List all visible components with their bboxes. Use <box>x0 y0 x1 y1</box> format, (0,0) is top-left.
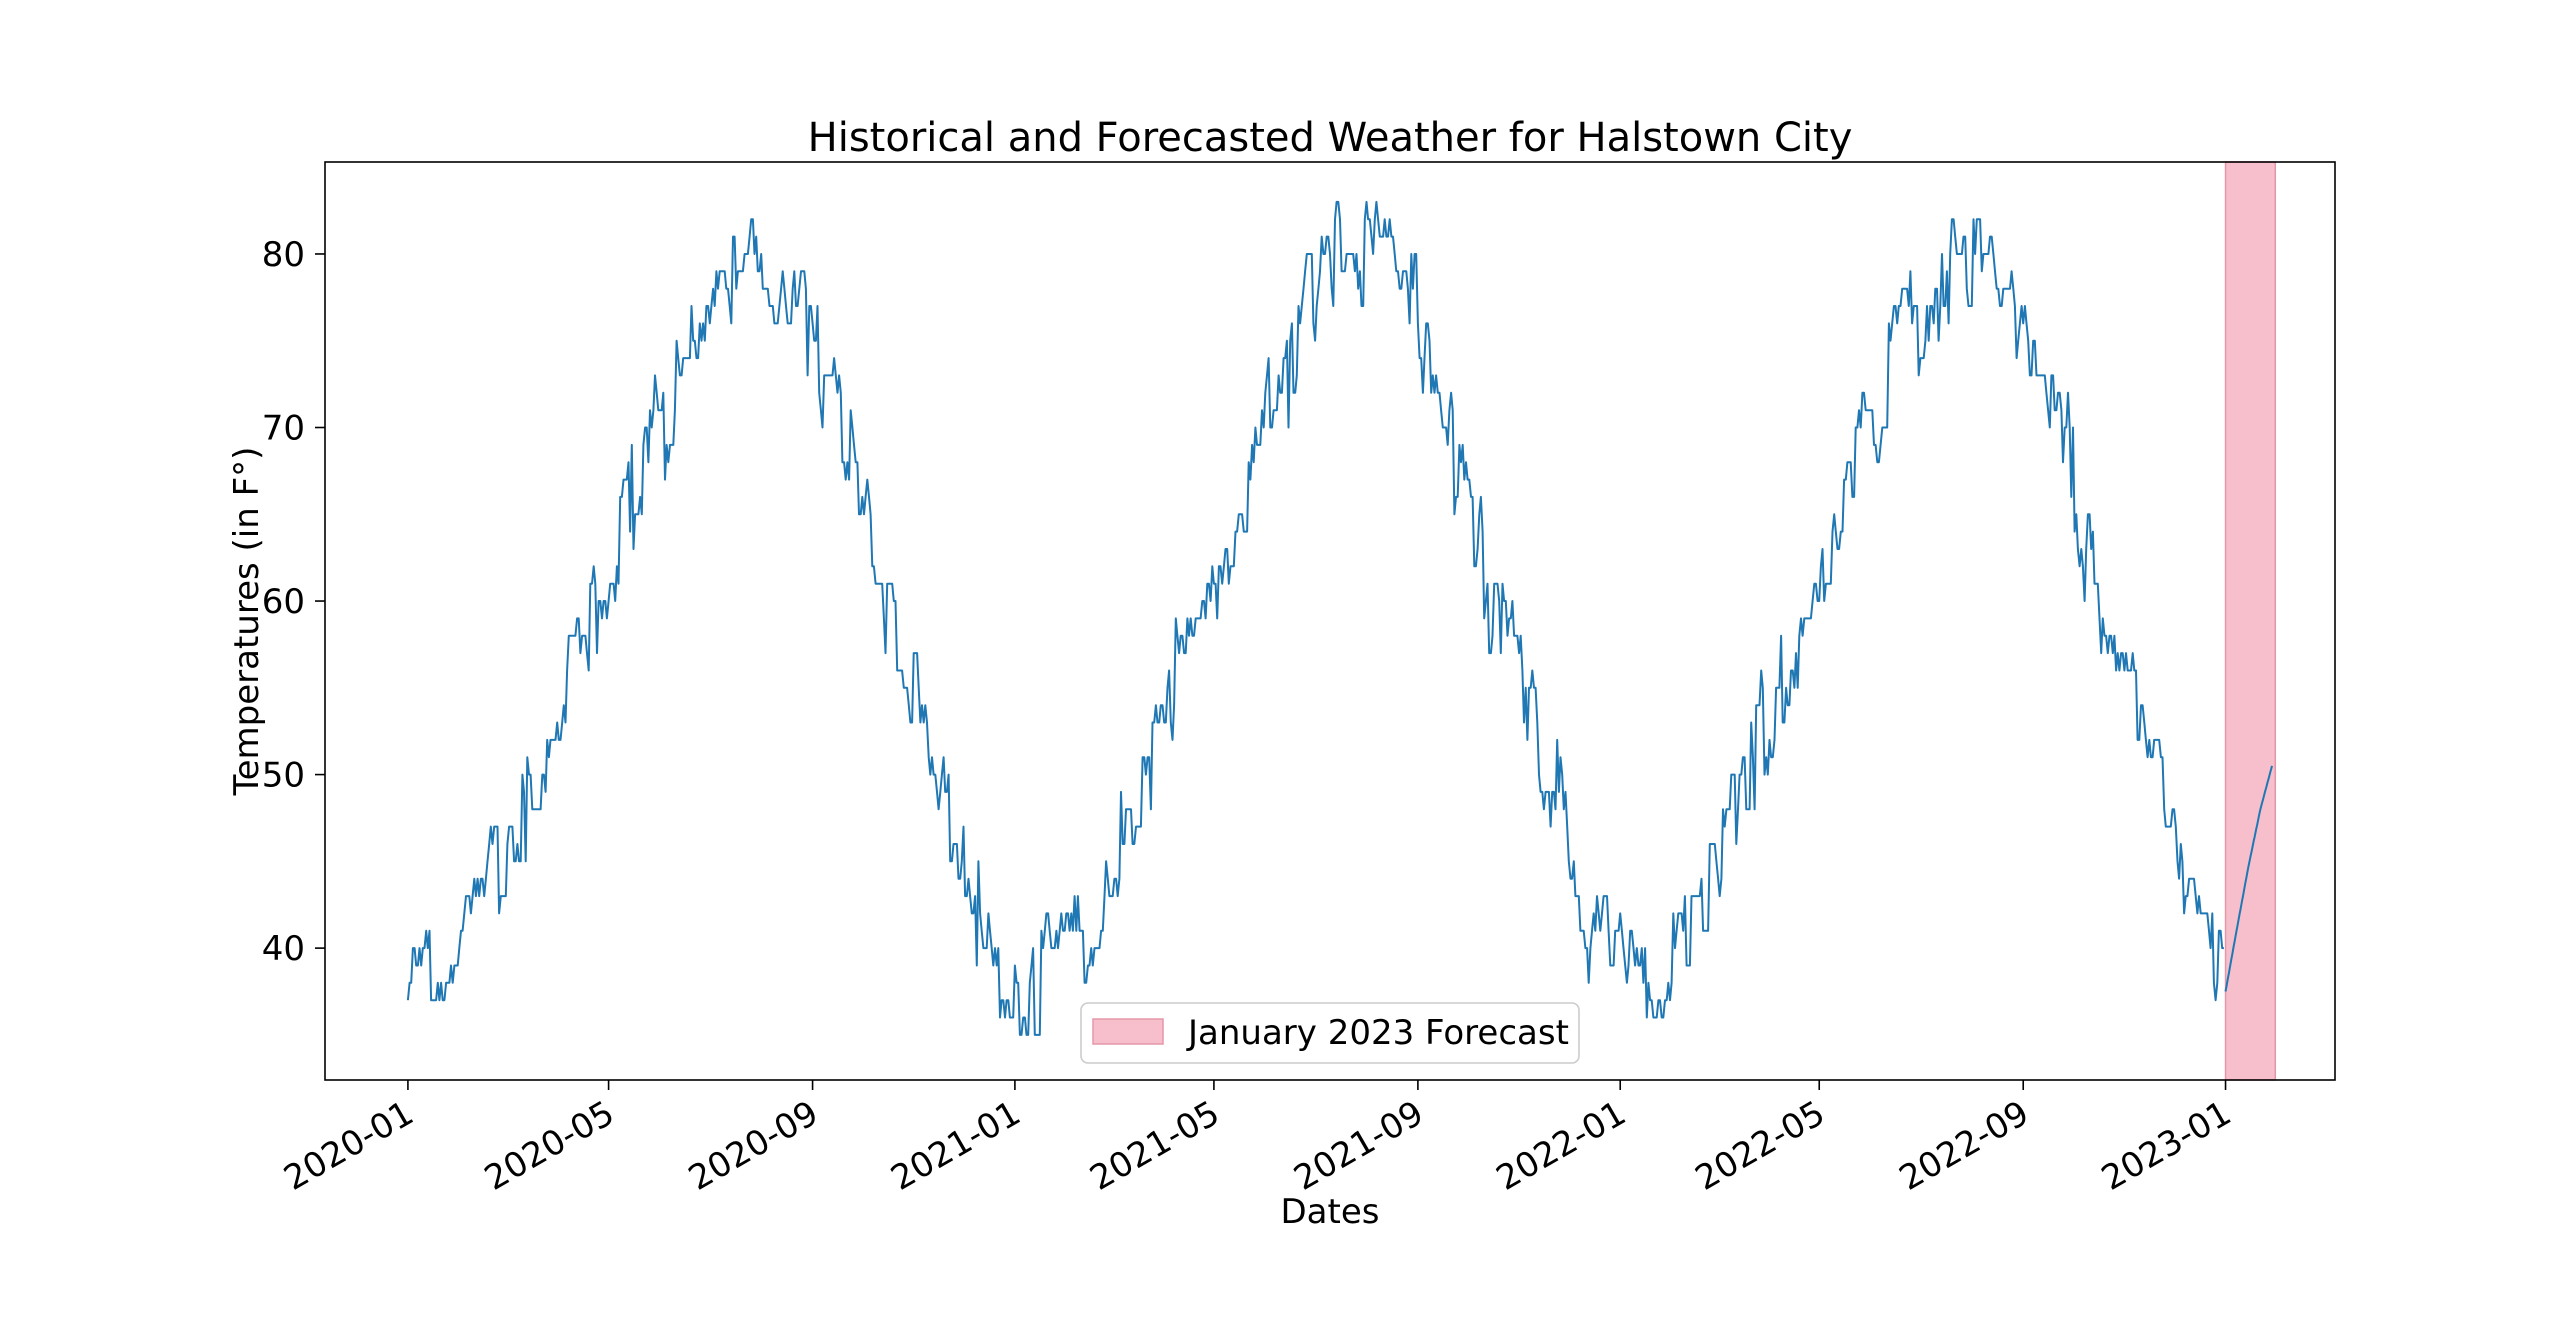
x-tick-label: 2021-05 <box>1083 1093 1226 1199</box>
legend-frame <box>1080 1002 1580 1064</box>
series-forecast-line <box>2224 765 2273 992</box>
legend: January 2023 Forecast <box>1080 1002 1580 1064</box>
x-tick-label: 2021-01 <box>884 1093 1027 1199</box>
x-tick-label: 2021-09 <box>1287 1093 1430 1199</box>
legend-label: January 2023 Forecast <box>1186 1013 1569 1053</box>
x-tick-label: 2020-01 <box>277 1093 420 1199</box>
y-tick-label: 80 <box>262 235 305 275</box>
series-layer <box>406 200 2273 1036</box>
x-tick-label: 2020-09 <box>682 1093 825 1199</box>
forecast-span-layer <box>2224 161 2277 1081</box>
x-tick-label: 2022-09 <box>1893 1093 2036 1199</box>
y-axis-label: Temperatures (in F°) <box>227 447 267 797</box>
y-tick-label: 40 <box>262 929 305 969</box>
x-tick-label: 2020-05 <box>478 1093 621 1199</box>
forecast-span <box>2224 161 2277 1081</box>
y-tick-label: 60 <box>262 582 305 622</box>
plot-frame <box>324 161 2336 1081</box>
x-axis-label: Dates <box>1281 1192 1380 1232</box>
chart-title: Historical and Forecasted Weather for Ha… <box>808 115 1853 161</box>
x-tick-label: 2022-05 <box>1689 1093 1832 1199</box>
x-tick-label: 2023-01 <box>2095 1093 2238 1199</box>
x-axis-ticks: 2020-01 2020-05 2020-09 2021-01 2021-05 2021-… <box>277 1080 2238 1199</box>
legend-swatch <box>1092 1018 1164 1045</box>
series-historical-line <box>406 200 2224 1036</box>
y-tick-label: 50 <box>262 756 305 796</box>
y-axis-ticks: 40 50 60 70 80 <box>262 235 325 969</box>
y-tick-label: 70 <box>262 409 305 449</box>
x-tick-label: 2022-01 <box>1490 1093 1633 1199</box>
